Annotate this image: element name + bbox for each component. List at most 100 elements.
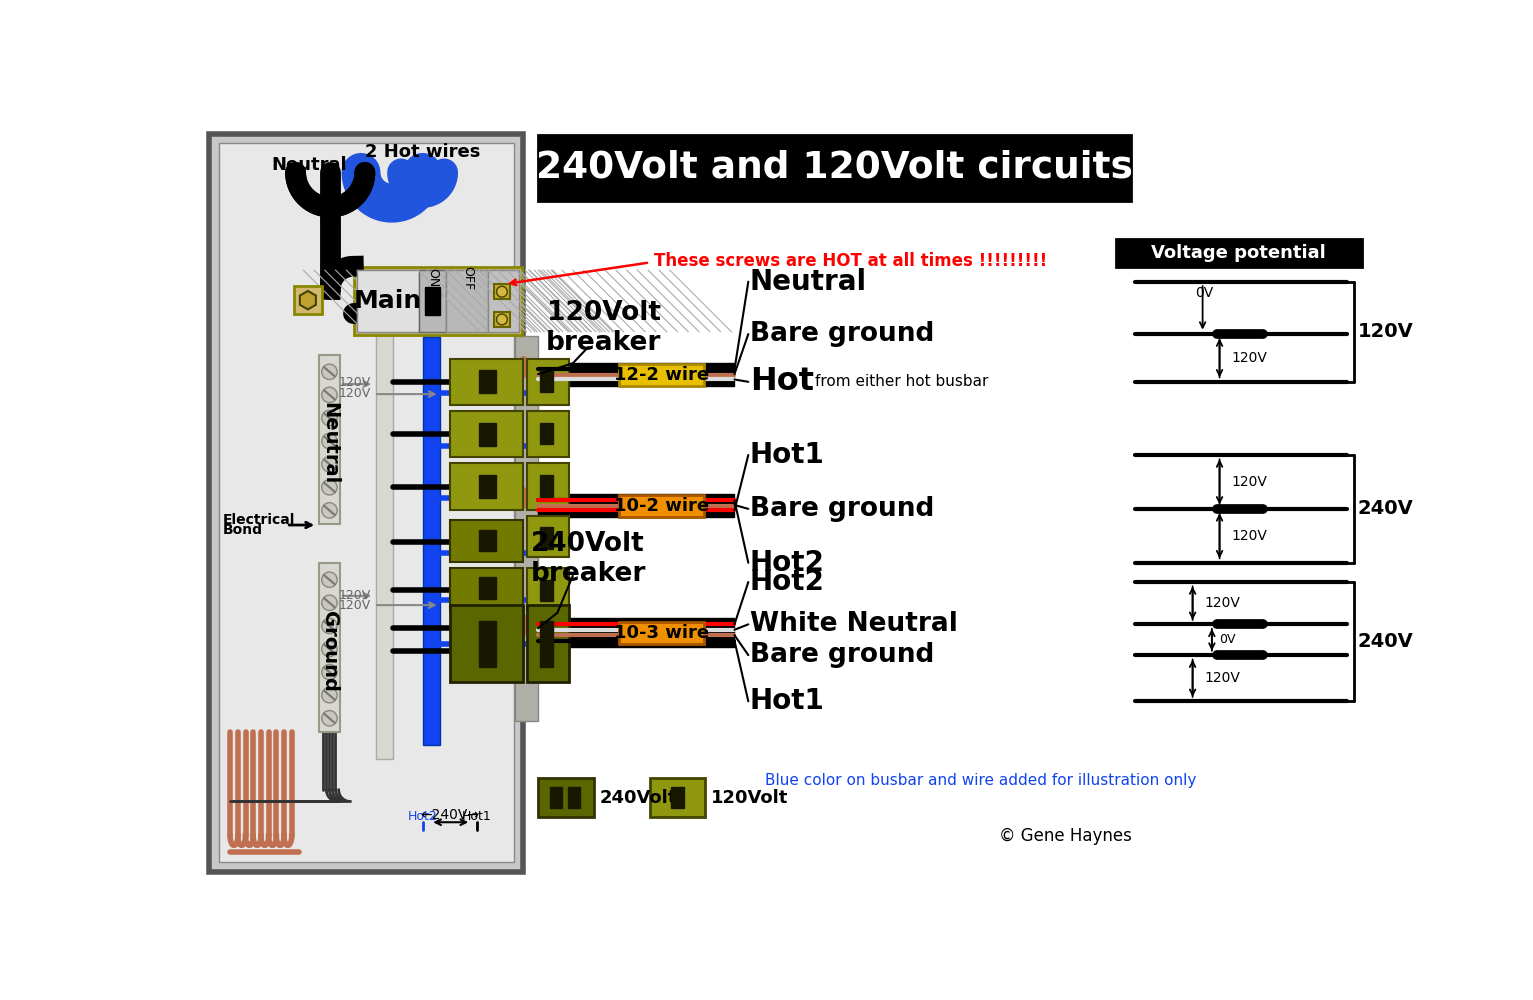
Text: Hot2: Hot2 xyxy=(408,810,437,823)
Text: 120V: 120V xyxy=(1203,596,1240,610)
Bar xyxy=(354,267,521,335)
Bar xyxy=(671,787,684,808)
Bar xyxy=(319,355,340,524)
Bar xyxy=(541,423,553,444)
Bar xyxy=(650,778,705,817)
FancyBboxPatch shape xyxy=(294,286,322,314)
Bar xyxy=(377,332,394,759)
Text: 120V: 120V xyxy=(339,589,371,602)
Text: 120V: 120V xyxy=(339,376,371,389)
Circle shape xyxy=(322,595,337,610)
Bar xyxy=(619,495,704,517)
Text: OFF: OFF xyxy=(461,266,474,290)
Bar xyxy=(541,370,553,392)
Circle shape xyxy=(497,286,507,297)
Bar xyxy=(541,475,553,497)
Bar xyxy=(478,423,495,446)
Bar xyxy=(550,787,563,808)
Bar xyxy=(526,568,569,610)
Text: Ground: Ground xyxy=(320,611,339,692)
Text: 240Volt
breaker: 240Volt breaker xyxy=(530,531,645,587)
Bar xyxy=(541,580,553,601)
Text: Neutral: Neutral xyxy=(271,156,348,174)
Bar xyxy=(449,359,523,405)
Text: 240V: 240V xyxy=(1357,632,1413,651)
Bar xyxy=(357,270,419,332)
Text: 120V: 120V xyxy=(339,387,371,400)
Bar xyxy=(478,577,495,599)
Text: Main: Main xyxy=(354,289,422,313)
Bar xyxy=(478,620,495,667)
Bar xyxy=(494,284,509,299)
Circle shape xyxy=(322,687,337,703)
Text: 240Volt: 240Volt xyxy=(599,789,678,807)
Text: Bare ground: Bare ground xyxy=(750,642,934,668)
Bar xyxy=(526,463,569,510)
Text: 120V: 120V xyxy=(1231,351,1266,365)
Bar xyxy=(526,411,569,457)
Circle shape xyxy=(322,480,337,495)
Bar xyxy=(219,143,514,862)
Text: 12-2 wire: 12-2 wire xyxy=(613,366,708,384)
Circle shape xyxy=(322,433,337,449)
Bar xyxy=(541,620,553,667)
Text: Hot2: Hot2 xyxy=(750,549,825,577)
Text: from either hot busbar: from either hot busbar xyxy=(816,374,989,389)
Text: 240Volt and 120Volt circuits: 240Volt and 120Volt circuits xyxy=(537,150,1133,186)
Text: Hot1: Hot1 xyxy=(750,687,825,715)
Bar xyxy=(449,605,523,682)
Text: Blue color on busbar and wire added for illustration only: Blue color on busbar and wire added for … xyxy=(765,773,1197,788)
Text: Electrical: Electrical xyxy=(222,513,294,527)
Text: 0V: 0V xyxy=(1196,286,1213,300)
Text: ON: ON xyxy=(426,268,438,287)
Bar xyxy=(1116,239,1361,267)
Bar xyxy=(446,270,487,332)
Bar xyxy=(487,270,518,332)
Text: ←240V→: ←240V→ xyxy=(420,808,478,822)
Bar xyxy=(449,463,523,510)
Text: Bare ground: Bare ground xyxy=(750,321,934,347)
Bar xyxy=(619,622,704,644)
Circle shape xyxy=(322,618,337,634)
Text: Bond: Bond xyxy=(222,523,262,537)
Circle shape xyxy=(322,503,337,518)
Bar xyxy=(478,370,495,393)
Circle shape xyxy=(322,456,337,472)
Circle shape xyxy=(497,314,507,325)
Circle shape xyxy=(322,364,337,379)
Bar xyxy=(619,364,704,386)
Bar xyxy=(419,270,446,332)
Text: 120V: 120V xyxy=(1357,322,1413,341)
Bar xyxy=(541,527,553,549)
Text: 120V: 120V xyxy=(1231,475,1266,489)
Text: Neutral: Neutral xyxy=(320,402,339,485)
Bar xyxy=(538,618,734,647)
Text: 0V: 0V xyxy=(1220,633,1236,646)
Text: Neutral: Neutral xyxy=(750,268,868,296)
Bar xyxy=(423,337,440,745)
Circle shape xyxy=(322,641,337,657)
Bar xyxy=(449,568,523,610)
Text: 120V: 120V xyxy=(1231,529,1266,543)
Circle shape xyxy=(322,410,337,426)
Bar xyxy=(478,530,495,551)
Bar xyxy=(538,135,1131,201)
Text: 10-3 wire: 10-3 wire xyxy=(613,624,708,642)
Text: Bare ground: Bare ground xyxy=(750,496,934,522)
Circle shape xyxy=(322,664,337,680)
Bar xyxy=(478,475,495,498)
Text: 120Volt
breaker: 120Volt breaker xyxy=(546,300,661,356)
Bar xyxy=(526,605,569,682)
Text: Hot1: Hot1 xyxy=(461,810,492,823)
Text: 120V: 120V xyxy=(339,599,371,612)
Bar xyxy=(538,494,734,517)
Text: White Neutral: White Neutral xyxy=(750,611,958,637)
Text: Hot1: Hot1 xyxy=(750,441,825,469)
Text: These screws are HOT at all times !!!!!!!!!: These screws are HOT at all times !!!!!!… xyxy=(653,252,1047,270)
Circle shape xyxy=(322,387,337,403)
Bar xyxy=(449,520,523,562)
Bar xyxy=(569,787,581,808)
Bar xyxy=(357,270,518,332)
Text: 2 Hot wires: 2 Hot wires xyxy=(365,143,480,161)
Circle shape xyxy=(322,572,337,587)
